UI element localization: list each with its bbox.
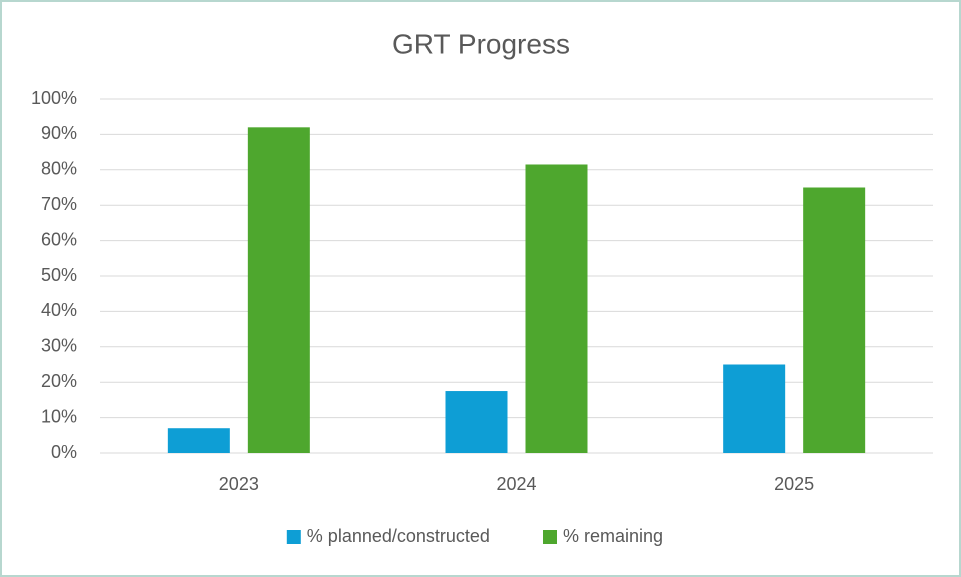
y-tick-label: 30% — [41, 336, 77, 356]
y-tick-label: 40% — [41, 300, 77, 320]
bar — [723, 364, 786, 453]
y-tick-label: 20% — [41, 371, 77, 391]
y-tick-label: 60% — [41, 229, 77, 249]
y-tick-label: 100% — [31, 88, 77, 108]
y-tick-label: 70% — [41, 194, 77, 214]
legend-swatch — [543, 530, 557, 544]
y-tick-label: 50% — [41, 265, 77, 285]
legend-label: % remaining — [563, 526, 663, 546]
bar — [167, 428, 230, 453]
chart-title: GRT Progress — [392, 28, 570, 59]
y-tick-label: 90% — [41, 123, 77, 143]
x-tick-label: 2023 — [219, 474, 259, 494]
bar — [247, 127, 310, 453]
y-tick-label: 80% — [41, 159, 77, 179]
bar — [525, 164, 588, 454]
x-tick-label: 2025 — [774, 474, 814, 494]
legend-swatch — [286, 530, 301, 544]
y-tick-label: 10% — [41, 406, 77, 426]
bar — [803, 187, 866, 453]
y-tick-label: 0% — [51, 442, 77, 462]
legend-label: % planned/constructed — [307, 526, 490, 546]
x-tick-label: 2024 — [496, 474, 536, 494]
bar — [445, 391, 508, 453]
